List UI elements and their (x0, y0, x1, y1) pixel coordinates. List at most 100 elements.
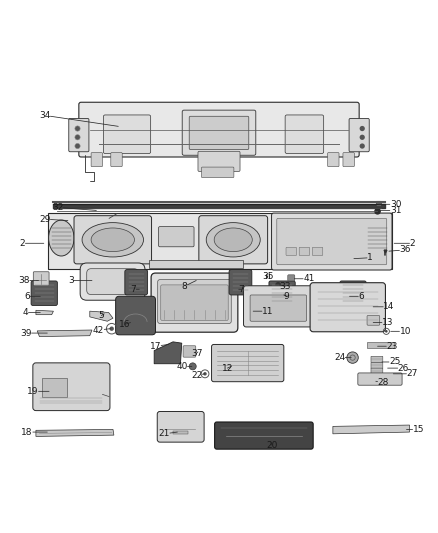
FancyBboxPatch shape (229, 270, 252, 295)
Circle shape (360, 126, 365, 131)
FancyBboxPatch shape (215, 422, 313, 449)
Text: 3: 3 (68, 276, 92, 285)
Text: 30: 30 (379, 200, 401, 209)
Text: 22: 22 (191, 370, 205, 379)
Polygon shape (333, 425, 410, 434)
FancyBboxPatch shape (80, 263, 145, 300)
FancyBboxPatch shape (116, 296, 155, 335)
FancyBboxPatch shape (157, 411, 204, 442)
Text: 19: 19 (27, 387, 49, 396)
FancyBboxPatch shape (340, 281, 366, 305)
FancyBboxPatch shape (371, 368, 383, 374)
FancyBboxPatch shape (367, 342, 394, 348)
FancyBboxPatch shape (328, 152, 339, 167)
Text: 14: 14 (373, 302, 395, 311)
FancyBboxPatch shape (87, 269, 138, 295)
Text: 2: 2 (20, 239, 44, 248)
FancyBboxPatch shape (91, 152, 102, 167)
FancyBboxPatch shape (367, 316, 380, 325)
Text: 18: 18 (21, 427, 47, 437)
Text: 2: 2 (394, 239, 415, 248)
Text: 6: 6 (24, 292, 40, 301)
Ellipse shape (214, 228, 252, 252)
FancyBboxPatch shape (288, 275, 295, 281)
Text: 20: 20 (266, 441, 278, 450)
Text: 5: 5 (99, 311, 104, 320)
FancyBboxPatch shape (286, 247, 297, 255)
Text: 28: 28 (376, 378, 389, 387)
FancyBboxPatch shape (312, 247, 323, 255)
FancyBboxPatch shape (151, 273, 238, 332)
Polygon shape (48, 213, 392, 269)
Text: 23: 23 (378, 342, 398, 351)
Circle shape (189, 363, 196, 370)
FancyBboxPatch shape (310, 282, 385, 332)
Text: 16: 16 (119, 320, 131, 329)
Text: 7: 7 (239, 285, 244, 294)
Polygon shape (37, 330, 92, 336)
FancyBboxPatch shape (149, 260, 243, 268)
FancyBboxPatch shape (161, 285, 228, 320)
FancyBboxPatch shape (269, 281, 295, 305)
Polygon shape (36, 430, 114, 437)
FancyBboxPatch shape (272, 213, 392, 270)
FancyBboxPatch shape (103, 115, 151, 154)
FancyBboxPatch shape (277, 219, 387, 265)
FancyBboxPatch shape (182, 110, 256, 155)
FancyBboxPatch shape (33, 363, 110, 410)
FancyBboxPatch shape (111, 152, 122, 167)
Polygon shape (154, 342, 182, 364)
Ellipse shape (206, 223, 260, 257)
Text: 25: 25 (382, 358, 400, 367)
Text: 34: 34 (39, 111, 118, 126)
Text: 33: 33 (279, 282, 291, 290)
FancyBboxPatch shape (125, 270, 148, 295)
Text: 10: 10 (391, 327, 411, 336)
FancyBboxPatch shape (173, 431, 188, 434)
FancyBboxPatch shape (371, 362, 383, 368)
Text: 11: 11 (253, 306, 273, 316)
Ellipse shape (365, 220, 390, 256)
FancyBboxPatch shape (299, 247, 310, 255)
Text: 12: 12 (222, 364, 233, 373)
FancyBboxPatch shape (159, 227, 194, 247)
FancyBboxPatch shape (69, 118, 89, 152)
FancyBboxPatch shape (212, 344, 284, 382)
FancyBboxPatch shape (198, 151, 240, 172)
Text: 29: 29 (39, 215, 68, 224)
Text: 37: 37 (191, 349, 202, 358)
Text: 7: 7 (131, 285, 139, 294)
Text: 41: 41 (294, 274, 314, 283)
Circle shape (203, 372, 207, 376)
Text: 38: 38 (18, 276, 39, 285)
FancyBboxPatch shape (201, 167, 234, 177)
Ellipse shape (82, 223, 144, 257)
FancyBboxPatch shape (42, 378, 67, 397)
Ellipse shape (91, 228, 134, 252)
FancyBboxPatch shape (31, 281, 57, 305)
FancyBboxPatch shape (285, 115, 324, 154)
Circle shape (347, 352, 358, 364)
Text: 6: 6 (350, 292, 364, 301)
FancyBboxPatch shape (33, 272, 49, 286)
Text: 8: 8 (182, 280, 196, 290)
FancyBboxPatch shape (158, 280, 231, 324)
Circle shape (375, 209, 380, 214)
Text: 4: 4 (23, 308, 40, 317)
FancyBboxPatch shape (183, 346, 196, 357)
FancyBboxPatch shape (250, 295, 307, 321)
Text: 35: 35 (262, 272, 273, 281)
Text: 26: 26 (388, 364, 409, 373)
Ellipse shape (49, 220, 74, 256)
Text: 17: 17 (150, 342, 169, 351)
Text: 13: 13 (373, 318, 393, 327)
Text: 24: 24 (334, 353, 351, 362)
Circle shape (276, 282, 280, 287)
FancyBboxPatch shape (371, 356, 383, 362)
Polygon shape (36, 310, 53, 314)
Text: 31: 31 (379, 206, 401, 215)
FancyBboxPatch shape (189, 116, 249, 150)
Circle shape (75, 135, 80, 140)
Text: 15: 15 (406, 425, 424, 434)
Text: 27: 27 (393, 369, 418, 378)
